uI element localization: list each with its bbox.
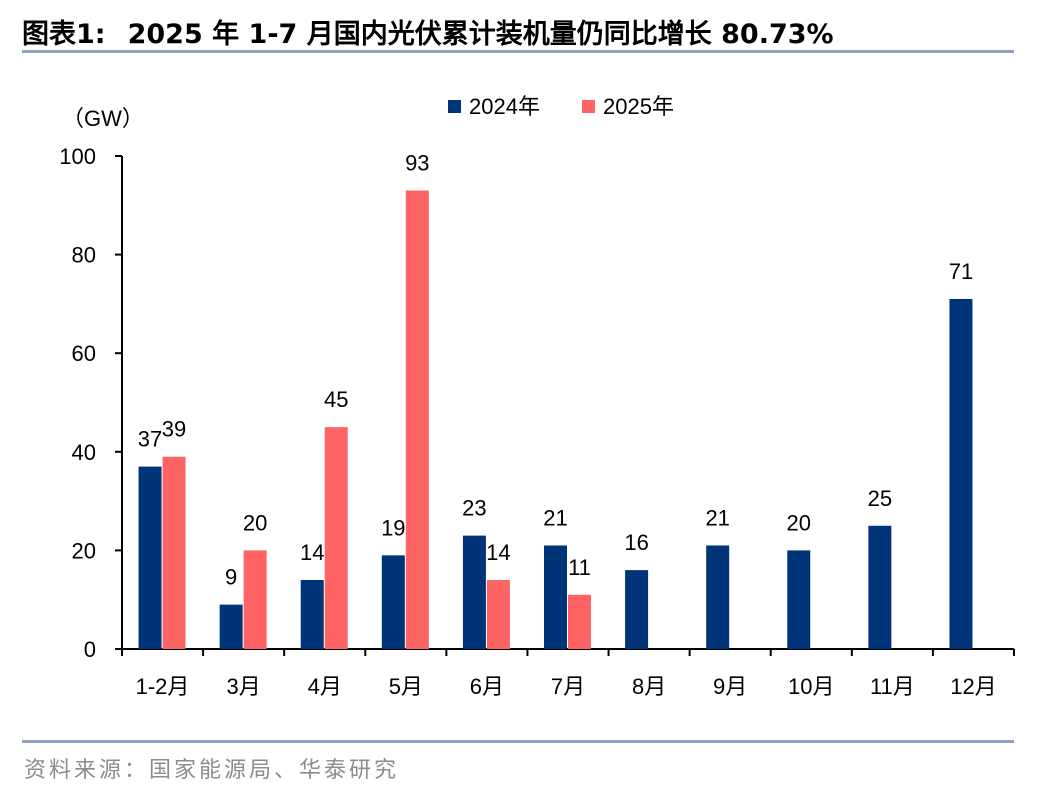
y-tick-label: 20 xyxy=(72,538,96,563)
x-tick-label: 7月 xyxy=(551,674,585,699)
footer-divider xyxy=(22,740,1014,743)
data-label-2024: 20 xyxy=(787,510,811,535)
data-label-2025: 11 xyxy=(568,555,591,580)
bar-2024 xyxy=(544,545,567,649)
bar-2024 xyxy=(462,535,486,649)
x-tick-label: 3月 xyxy=(227,674,261,699)
legend-swatch xyxy=(448,100,461,113)
y-tick-label: 60 xyxy=(72,341,96,366)
x-tick-label: 5月 xyxy=(389,674,423,699)
figure-title: 2025 年 1-7 月国内光伏累计装机量仍同比增长 80.73% xyxy=(127,19,834,50)
x-tick-label: 4月 xyxy=(308,674,342,699)
bar-2024 xyxy=(787,550,811,649)
data-label-2025: 20 xyxy=(243,510,267,535)
bar-2024 xyxy=(706,545,730,649)
x-tick-label: 9月 xyxy=(713,674,747,699)
figure-label: 图表1: xyxy=(22,19,106,50)
bar-2025 xyxy=(324,427,348,649)
data-label-2024: 14 xyxy=(300,540,324,565)
x-tick-label: 6月 xyxy=(470,674,504,699)
x-tick-label: 8月 xyxy=(632,674,666,699)
figure-title-row: 图表1: 2025 年 1-7 月国内光伏累计装机量仍同比增长 80.73% xyxy=(22,12,834,51)
data-label-2024: 9 xyxy=(225,565,237,590)
bar-2024 xyxy=(381,555,405,649)
bar-2024 xyxy=(625,570,649,649)
x-tick-label: 10月 xyxy=(788,674,834,699)
data-label-2024: 19 xyxy=(381,515,405,540)
x-tick-label: 1-2月 xyxy=(136,674,190,699)
data-label-2024: 37 xyxy=(138,427,162,452)
data-label-2024: 71 xyxy=(949,259,973,284)
bar-2024 xyxy=(868,525,892,649)
y-tick-label: 100 xyxy=(59,144,96,169)
data-label-2024: 25 xyxy=(868,486,892,511)
y-tick-label: 40 xyxy=(72,440,96,465)
data-label-2025: 39 xyxy=(162,417,186,442)
data-label-2025: 14 xyxy=(486,540,510,565)
data-label-2024: 23 xyxy=(462,496,486,521)
bar-2025 xyxy=(162,456,186,649)
y-unit-label: （GW） xyxy=(62,106,144,131)
y-tick-label: 0 xyxy=(84,637,96,662)
data-label-2024: 21 xyxy=(705,505,729,530)
bar-2025 xyxy=(568,594,591,649)
bar-2024 xyxy=(138,466,162,649)
data-label-2025: 93 xyxy=(405,151,429,176)
data-label-2025: 45 xyxy=(324,387,348,412)
source-note: 资料来源：国家能源局、华泰研究 xyxy=(24,758,400,783)
bar-2025 xyxy=(243,550,267,649)
bar-2024 xyxy=(219,604,243,649)
x-tick-label: 11月 xyxy=(870,674,915,699)
title-divider xyxy=(22,50,1014,53)
bar-2025 xyxy=(405,190,429,649)
bar-2024 xyxy=(300,579,324,649)
bar-2025 xyxy=(486,579,510,649)
legend-swatch xyxy=(582,100,595,113)
x-tick-label: 12月 xyxy=(950,674,996,699)
y-tick-label: 80 xyxy=(72,243,96,268)
data-label-2024: 16 xyxy=(624,530,648,555)
legend-label: 2024年 xyxy=(469,94,540,119)
legend-label: 2025年 xyxy=(603,94,674,119)
bar-2024 xyxy=(949,298,973,649)
data-label-2024: 21 xyxy=(543,505,567,530)
